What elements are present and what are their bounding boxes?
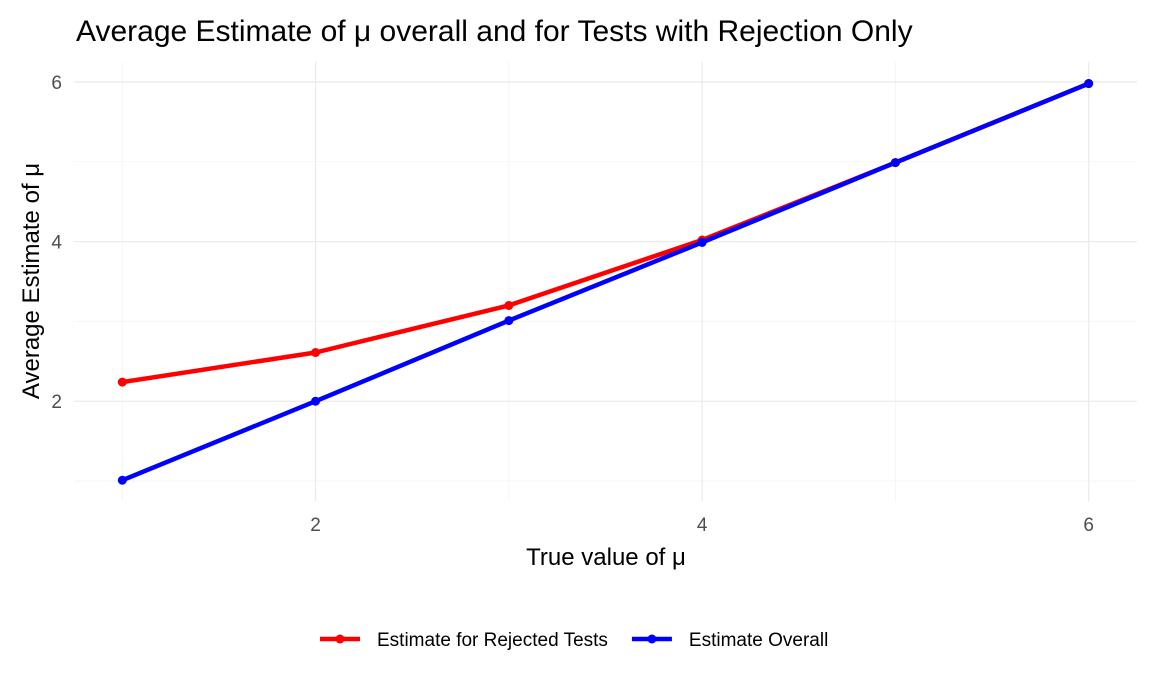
data-point — [117, 475, 127, 485]
y-tick-label: 4 — [51, 233, 62, 254]
x-tick-label: 4 — [697, 515, 708, 536]
data-point — [504, 300, 514, 310]
data-point — [311, 396, 321, 406]
y-tick-label: 6 — [51, 73, 62, 94]
series-layer — [117, 79, 1094, 485]
x-tick-label: 6 — [1083, 515, 1094, 536]
data-point — [1084, 79, 1094, 89]
legend-label: Estimate Overall — [689, 630, 828, 651]
data-point — [117, 377, 127, 387]
series-1 — [117, 79, 1094, 387]
y-tick-label: 2 — [51, 392, 62, 413]
legend-label: Estimate for Rejected Tests — [377, 630, 608, 651]
data-point — [504, 316, 514, 326]
y-axis-title: Average Estimate of μ — [18, 163, 45, 399]
data-point — [697, 237, 707, 247]
legend-swatch-point — [335, 634, 345, 644]
tick-labels: 2 4 6 2 4 6 — [51, 73, 1094, 536]
series-line — [120, 81, 1091, 385]
legend-swatch-point — [647, 634, 657, 644]
legend-item: Estimate Overall — [631, 630, 828, 651]
series-line — [120, 81, 1091, 483]
data-point — [890, 158, 900, 168]
grid — [74, 62, 1137, 501]
series-2 — [117, 79, 1094, 485]
chart-title: Average Estimate of μ overall and for Te… — [76, 15, 913, 48]
x-tick-label: 2 — [310, 515, 321, 536]
legend-item: Estimate for Rejected Tests — [320, 630, 608, 651]
x-axis-title: True value of μ — [526, 544, 686, 571]
data-point — [311, 348, 321, 358]
legend: Estimate for Rejected Tests Estimate Over… — [320, 630, 828, 651]
